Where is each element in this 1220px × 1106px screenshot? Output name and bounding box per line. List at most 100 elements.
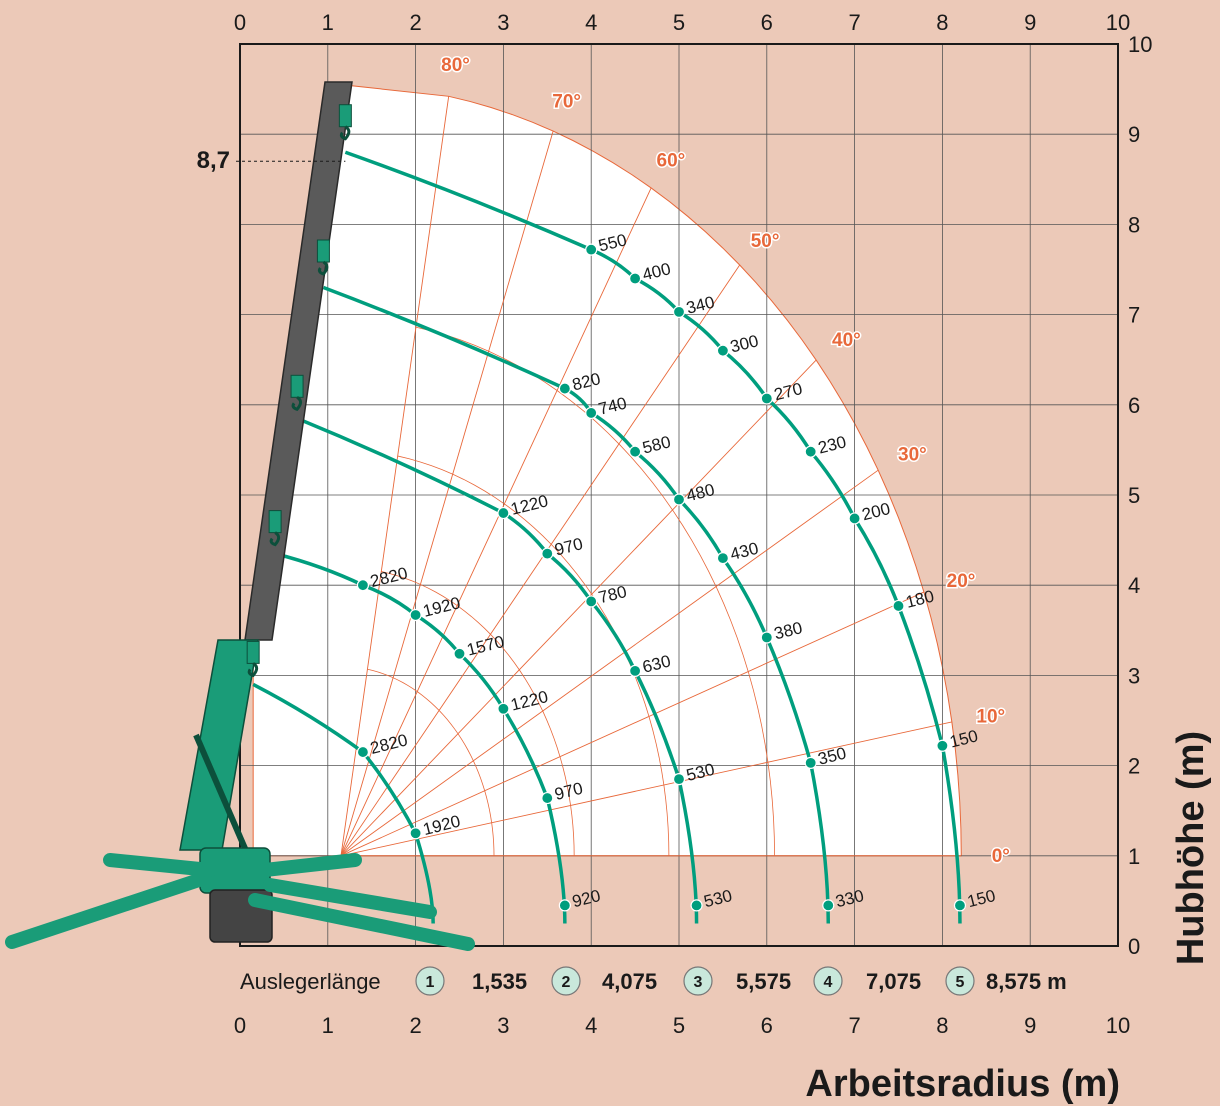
boom-section-length: 8,575 m (986, 969, 1067, 994)
load-value: 920 (570, 886, 602, 911)
load-point (585, 595, 598, 608)
boom-section-number: 1 (426, 974, 435, 991)
angle-lines: 0° 10° 20° 30° 40° 50° 60° 70° 80° (340, 54, 1011, 868)
load-point (716, 552, 730, 565)
y-tick: 6 (1128, 393, 1140, 418)
y-tick: 2 (1128, 754, 1140, 779)
x-tick-top: 3 (497, 10, 509, 35)
boom-section-length: 1,535 (472, 969, 527, 994)
load-point (672, 773, 686, 786)
angle-label: 80° (441, 55, 470, 76)
angle-label: 10° (976, 706, 1005, 727)
load-point (558, 899, 571, 912)
load-point (497, 702, 510, 715)
x-tick-bottom: 2 (409, 1013, 421, 1038)
load-point (453, 647, 466, 660)
boom-section-badge (945, 966, 975, 996)
load-point (585, 406, 598, 420)
boom-length-caption: Auslegerlänge (240, 969, 381, 994)
outrigger-leg (258, 853, 362, 877)
chart-frame (239, 43, 1119, 947)
y-tick: 4 (1128, 573, 1140, 598)
x-tick-bottom: 5 (673, 1013, 685, 1038)
load-point (672, 493, 686, 506)
x-tick-bottom: 8 (936, 1013, 948, 1038)
hook-block (290, 374, 304, 398)
working-area-shape (252, 84, 962, 857)
guide-arc (416, 326, 775, 856)
x-tick-top: 4 (585, 10, 597, 35)
load-point (628, 445, 642, 458)
y-tick: 3 (1128, 663, 1140, 688)
angle-line (340, 591, 925, 857)
boom-section-number: 3 (694, 974, 703, 991)
load-point (936, 739, 949, 752)
y-tick: 9 (1128, 122, 1140, 147)
load-point (760, 631, 773, 644)
boom-section-badge (813, 966, 843, 996)
load-value: 330 (834, 886, 866, 911)
y-axis-title: Hubhöhe (m) (1170, 731, 1212, 965)
load-point (356, 745, 370, 759)
load-point (822, 899, 835, 912)
x-tick-bottom: 3 (497, 1013, 509, 1038)
load-point (541, 791, 554, 805)
y-tick: 8 (1128, 212, 1140, 237)
load-point (541, 547, 554, 560)
load-point (953, 899, 967, 912)
angle-label: 60° (657, 151, 686, 172)
boom-section-badge (551, 966, 581, 996)
outrigger-leg (263, 878, 437, 919)
angle-label: 70° (552, 91, 581, 112)
load-point (558, 382, 571, 395)
guide-arc (367, 668, 495, 856)
load-point (409, 827, 422, 840)
angle-line (340, 469, 879, 857)
y-tick: 5 (1128, 483, 1140, 508)
boom-section-badge (683, 966, 713, 996)
outrigger-leg (5, 871, 212, 949)
angle-line (340, 96, 450, 856)
boom-section-number: 4 (824, 974, 833, 991)
boom-section-badge (415, 966, 445, 996)
boom-section-length: 7,075 (866, 969, 921, 994)
x-tick-bottom: 7 (848, 1013, 860, 1038)
hook-icon (339, 125, 351, 141)
x-tick-bottom: 4 (585, 1013, 597, 1038)
angle-label: 50° (751, 231, 780, 252)
y-tick: 1 (1128, 844, 1140, 869)
angle-label: 0° (992, 846, 1010, 867)
boom-section-length: 4,075 (602, 969, 657, 994)
angle-line (340, 264, 741, 857)
angle-label: 20° (947, 571, 976, 592)
load-value: 150 (965, 886, 997, 911)
load-point (760, 392, 773, 405)
x-tick-top: 0 (234, 10, 246, 35)
y-tick: 7 (1128, 303, 1140, 328)
hook-block (268, 510, 282, 534)
x-tick-bottom: 1 (322, 1013, 334, 1038)
guide-arc (397, 455, 670, 856)
load-value: 530 (702, 886, 734, 911)
load-point (804, 756, 817, 769)
load-point (409, 608, 422, 622)
hook-block (316, 239, 330, 263)
angle-line (340, 187, 652, 856)
crane-illustration (5, 81, 475, 951)
hook-icon (291, 396, 303, 412)
x-tick-bottom: 9 (1024, 1013, 1036, 1038)
angle-line (340, 130, 554, 856)
load-point (716, 344, 730, 357)
load-point (356, 579, 370, 592)
boom-section-length: 5,575 (736, 969, 791, 994)
x-tick-top: 1 (322, 10, 334, 35)
load-point (848, 512, 861, 525)
y-tick: 0 (1128, 934, 1140, 959)
x-tick-top: 2 (409, 10, 421, 35)
outrigger-leg (248, 893, 475, 951)
x-tick-top: 10 (1106, 10, 1130, 35)
x-tick-top: 7 (848, 10, 860, 35)
load-point (892, 599, 905, 613)
